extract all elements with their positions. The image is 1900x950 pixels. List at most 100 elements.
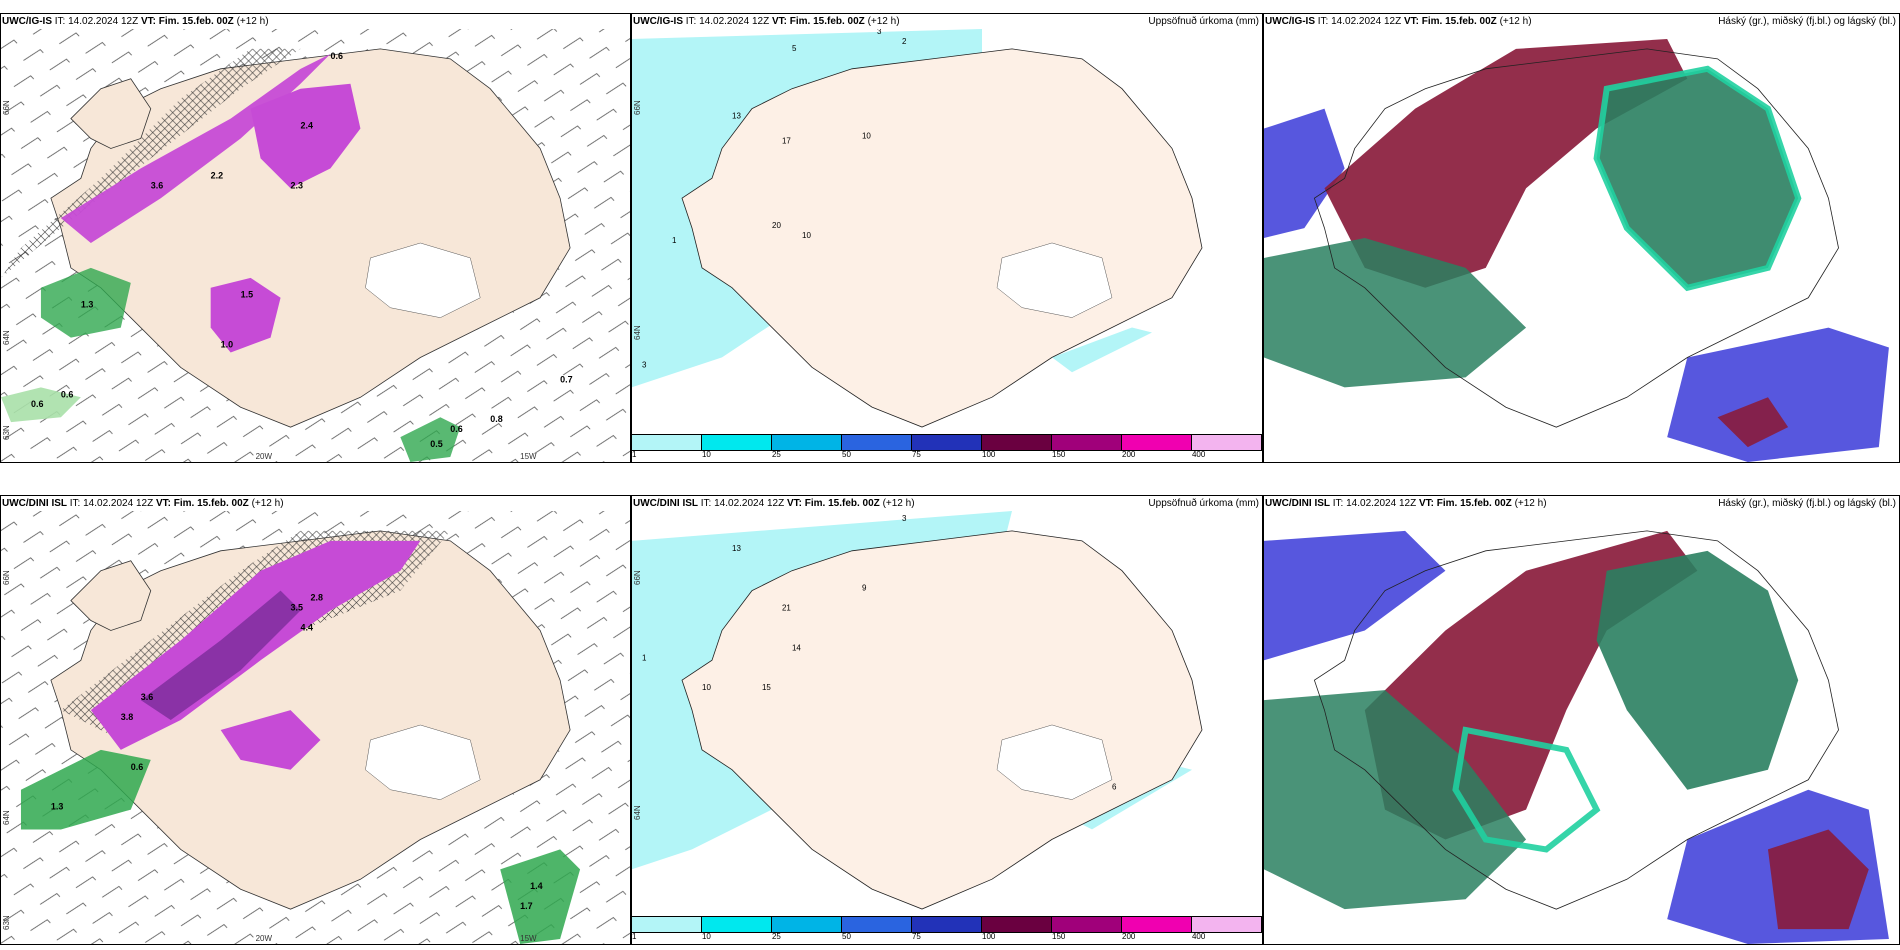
panel-subtitle: Háský (gr.), miðský (fj.bl.) og lágský (… xyxy=(1718,498,1896,509)
glacier xyxy=(365,242,481,318)
legend-tick: 400 xyxy=(1191,450,1206,459)
rain-label: 1.7 xyxy=(520,901,532,911)
teal-edge xyxy=(1452,726,1601,853)
snow-label: 4.4 xyxy=(301,622,313,632)
panel-top-middle: UWC/IG-IS IT: 14.02.2024 12Z VT: Fim. 15… xyxy=(631,13,1263,463)
high-cloud-se xyxy=(1717,397,1789,448)
rain-green-se xyxy=(500,849,581,944)
precip-value: 21 xyxy=(782,604,791,613)
snow-label: 0.6 xyxy=(330,51,342,61)
snow-label: 1.5 xyxy=(241,290,253,300)
panel-title: UWC/IG-IS IT: 14.02.2024 12Z VT: Fim. 15… xyxy=(2,16,269,27)
snow-band-south xyxy=(220,710,321,770)
precip-value: 9 xyxy=(862,584,867,593)
glacier xyxy=(996,724,1113,800)
rain-label: 0.6 xyxy=(61,389,73,399)
precip-value: 20 xyxy=(772,221,781,230)
legend-swatch xyxy=(772,917,842,932)
low-cloud-se xyxy=(1667,327,1889,462)
lon-label: 20W xyxy=(256,934,273,943)
precip-value: 15 xyxy=(762,683,771,692)
legend-swatch xyxy=(1122,917,1192,932)
panel-top-left: UWC/IG-IS IT: 14.02.2024 12Z VT: Fim. 15… xyxy=(0,13,631,463)
legend-swatch xyxy=(632,435,702,450)
legend-tick: 10 xyxy=(701,450,711,459)
snow-band-main xyxy=(60,53,331,244)
panel-subtitle: Uppsöfnuð úrkoma (mm) xyxy=(1148,16,1259,27)
snow-label: 2.2 xyxy=(211,170,223,180)
legend-swatch xyxy=(772,435,842,450)
rain-green-sw xyxy=(1,387,81,423)
panel-title: UWC/IG-IS IT: 14.02.2024 12Z VT: Fim. 15… xyxy=(633,16,900,27)
map-precip: 3 2 5 13 17 20 10 10 1 3 xyxy=(632,29,1262,434)
rain-label: 0.5 xyxy=(430,439,442,449)
lat-label: 66N xyxy=(633,100,642,115)
lat-label: 64N xyxy=(633,805,642,820)
color-legend: 1 10 25 50 75 100 150 200 400 xyxy=(632,434,1262,462)
lat-label: 66N xyxy=(2,100,11,115)
legend-tick: 50 xyxy=(842,450,851,459)
legend-swatch xyxy=(982,435,1052,450)
mid-cloud-east xyxy=(1596,550,1799,790)
legend-tick: 100 xyxy=(982,450,996,459)
lat-label: 64N xyxy=(2,330,11,345)
legend-swatch xyxy=(842,435,912,450)
glacier xyxy=(365,724,481,800)
snow-label: 2.3 xyxy=(291,180,303,190)
legend-tick: 400 xyxy=(1191,932,1206,941)
legend-tick: 25 xyxy=(771,450,781,459)
high-cloud xyxy=(1324,38,1688,288)
lat-label: 66N xyxy=(633,570,642,585)
snow-label: 2.4 xyxy=(301,121,313,131)
teal-edge xyxy=(1593,65,1802,292)
legend-tick: 10 xyxy=(701,932,711,941)
legend-tick: 1 xyxy=(632,450,637,459)
precip-value: 10 xyxy=(862,131,871,140)
snow-label: 3.6 xyxy=(151,180,163,190)
panel-title: UWC/DINI ISL IT: 14.02.2024 12Z VT: Fim.… xyxy=(1265,498,1547,509)
precip-streak xyxy=(1052,327,1152,373)
precip-value: 17 xyxy=(782,136,791,145)
legend-tick: 150 xyxy=(1052,450,1066,459)
map-snowfall-wind: 3.6 2.2 2.4 2.3 1.5 1.0 1.3 0.6 0.6 0.7 … xyxy=(1,29,630,462)
rain-green-west xyxy=(20,749,151,830)
westfjords xyxy=(70,560,152,631)
lon-label: 15W xyxy=(520,934,537,943)
panel-subtitle: Uppsöfnuð úrkoma (mm) xyxy=(1148,498,1259,509)
precip-value: 3 xyxy=(877,29,882,36)
legend-tick: 150 xyxy=(1052,932,1066,941)
legend-tick: 75 xyxy=(911,450,921,459)
color-legend: 1 10 25 50 75 100 150 200 400 xyxy=(632,916,1262,944)
snow-label: 3.6 xyxy=(141,692,153,702)
snow-band-upper xyxy=(250,83,361,189)
precip-value: 5 xyxy=(792,44,797,53)
panel-top-right: UWC/IG-IS IT: 14.02.2024 12Z VT: Fim. 15… xyxy=(1263,13,1900,463)
precip-value: 13 xyxy=(732,544,741,553)
map-snowfall-wind: 3.5 4.4 2.8 3.6 3.8 0.6 1.3 1.7 1.4 20W … xyxy=(1,511,630,944)
map-precip: 3 13 21 14 9 10 15 1 6 xyxy=(632,511,1262,916)
glacier xyxy=(996,242,1113,318)
lat-label: 63N xyxy=(2,425,11,440)
snow-band-south xyxy=(210,277,281,353)
panel-title: UWC/DINI ISL IT: 14.02.2024 12Z VT: Fim.… xyxy=(2,498,284,509)
snow-label: 2.8 xyxy=(311,593,323,603)
precip-value: 3 xyxy=(642,360,647,369)
rain-label: 0.6 xyxy=(450,424,462,434)
legend-tick: 75 xyxy=(911,932,921,941)
precip-value: 10 xyxy=(802,231,811,240)
iceland-land xyxy=(681,530,1203,910)
lon-label: 15W xyxy=(520,452,537,461)
legend-swatch xyxy=(1052,435,1122,450)
snow-label: 3.5 xyxy=(291,603,303,613)
snow-label: 3.8 xyxy=(121,712,133,722)
precip-value: 6 xyxy=(1112,783,1117,792)
map-clouds xyxy=(1264,29,1899,462)
panel-title: UWC/IG-IS IT: 14.02.2024 12Z VT: Fim. 15… xyxy=(1265,16,1532,27)
rain-label: 1.4 xyxy=(530,881,542,891)
legend-swatch xyxy=(1192,917,1262,932)
legend-swatch xyxy=(702,917,772,932)
low-cloud-west xyxy=(1264,530,1446,661)
lat-label: 64N xyxy=(633,325,642,340)
high-cloud-se xyxy=(1767,829,1869,930)
rain-label: 0.8 xyxy=(490,414,502,424)
